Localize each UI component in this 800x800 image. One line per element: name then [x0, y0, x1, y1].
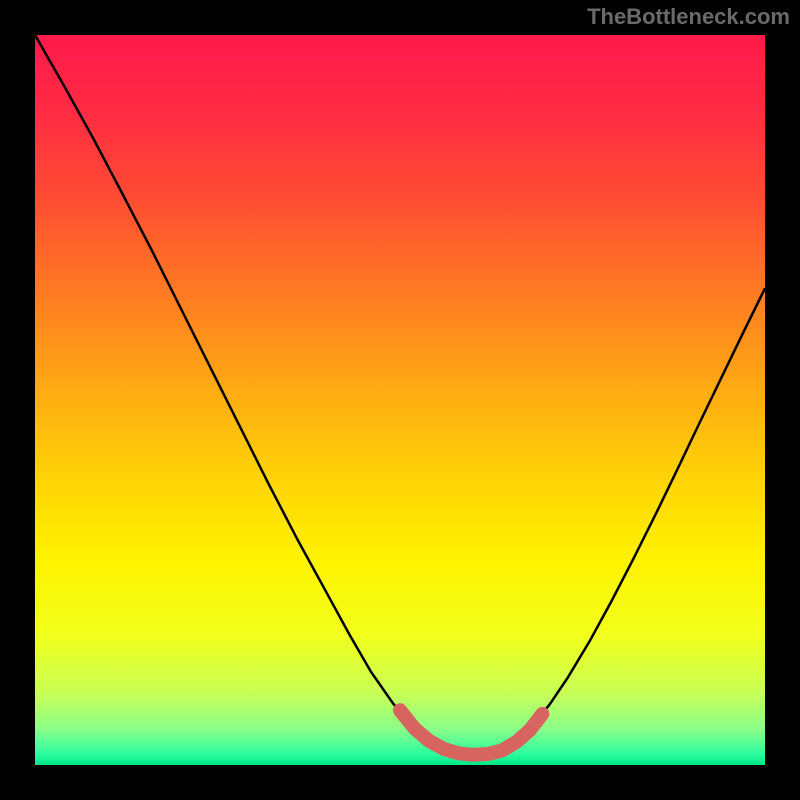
curve-layer [35, 35, 765, 765]
bottleneck-curve [35, 35, 765, 755]
optimal-range-band [400, 710, 542, 755]
plot-area [35, 35, 765, 765]
chart-container: TheBottleneck.com [0, 0, 800, 800]
attribution-label: TheBottleneck.com [587, 4, 790, 30]
